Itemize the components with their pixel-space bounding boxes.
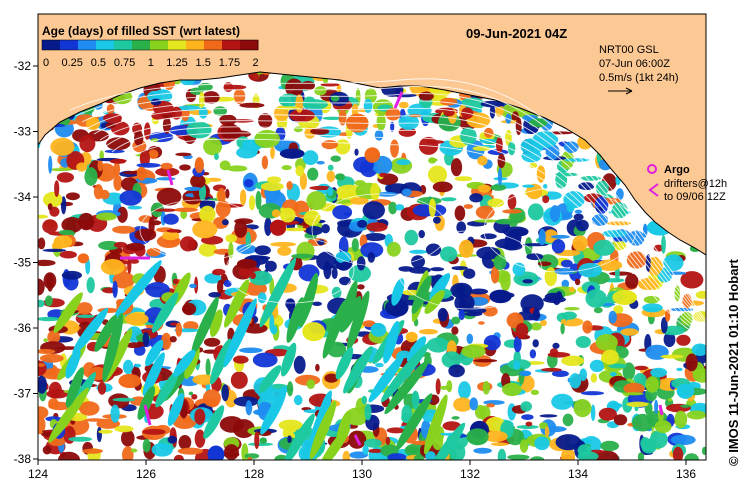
y-tick-label: -33 bbox=[14, 125, 32, 139]
currents-info: NRT00 GSL 07-Jun 06:00Z 0.5m/s (1kt 24h) bbox=[599, 44, 678, 95]
argo-legend: Argo drifters@12h to 09/06 12Z bbox=[647, 164, 727, 203]
land-mass bbox=[38, 14, 706, 256]
y-axis-ticks: -32 -33 -34 -35 -36 -37 -38 bbox=[14, 59, 38, 466]
colorbar-segment bbox=[168, 40, 187, 50]
plot-area bbox=[38, 14, 706, 460]
current-contours bbox=[69, 78, 706, 342]
colorbar-segment bbox=[60, 40, 79, 50]
argo-label: Argo bbox=[664, 164, 690, 176]
map-title: 09-Jun-2021 04Z bbox=[466, 26, 567, 41]
currents-scale: 0.5m/s (1kt 24h) bbox=[599, 72, 678, 84]
x-tick-label: 128 bbox=[244, 467, 264, 481]
y-tick-label: -35 bbox=[14, 256, 32, 270]
x-tick-label: 126 bbox=[136, 467, 156, 481]
legend-tick-label: 1.5 bbox=[196, 57, 211, 69]
colorbar-segment bbox=[132, 40, 151, 50]
x-tick-label: 136 bbox=[676, 467, 696, 481]
legend-tick-label: 1.75 bbox=[219, 57, 240, 69]
drifter-marker-icon bbox=[648, 183, 659, 197]
legend-tick-label: 0.5 bbox=[91, 57, 106, 69]
legend-tick-labels: 0 0.25 0.5 0.75 1 1.25 1.5 1.75 2 bbox=[43, 57, 259, 69]
legend-colorbar bbox=[41, 39, 259, 51]
y-tick-label: -36 bbox=[14, 321, 32, 335]
currents-product: NRT00 GSL bbox=[599, 44, 659, 56]
argo-marker-icon bbox=[647, 164, 657, 174]
credit-text: © IMOS 11-Jun-2021 01:10 Hobart bbox=[726, 259, 741, 466]
x-tick-label: 134 bbox=[568, 467, 588, 481]
argo-drifter-tracks bbox=[120, 91, 664, 446]
x-axis-ticks: 124 126 128 130 132 134 136 bbox=[28, 460, 696, 481]
colorbar-segment bbox=[240, 40, 259, 50]
legend-tick-label: 2 bbox=[253, 57, 259, 69]
legend-tick-label: 0.75 bbox=[114, 57, 135, 69]
legend-tick-label: 1 bbox=[148, 57, 154, 69]
colorbar-segment bbox=[42, 40, 61, 50]
colorbar-segment bbox=[78, 40, 97, 50]
y-tick-label: -32 bbox=[14, 59, 32, 73]
y-tick-label: -38 bbox=[14, 452, 32, 466]
colorbar-segment bbox=[222, 40, 241, 50]
y-tick-label: -37 bbox=[14, 387, 32, 401]
drifters-label: drifters@12h bbox=[664, 178, 727, 190]
legend-tick-label: 0 bbox=[43, 57, 49, 69]
legend-tick-label: 1.25 bbox=[166, 57, 187, 69]
colorbar-segment bbox=[114, 40, 133, 50]
x-tick-label: 132 bbox=[460, 467, 480, 481]
legend-tick-label: 0.25 bbox=[61, 57, 82, 69]
x-tick-label: 130 bbox=[352, 467, 372, 481]
colorbar-segment bbox=[186, 40, 205, 50]
drifters-time: to 09/06 12Z bbox=[664, 191, 726, 203]
colorbar-segment bbox=[96, 40, 115, 50]
scale-arrow-icon bbox=[608, 87, 633, 95]
colorbar-segment bbox=[204, 40, 223, 50]
colorbar-segment bbox=[150, 40, 169, 50]
currents-time: 07-Jun 06:00Z bbox=[599, 58, 670, 70]
y-tick-label: -34 bbox=[14, 190, 32, 204]
plot-frame bbox=[37, 13, 707, 461]
x-tick-label: 124 bbox=[28, 467, 48, 481]
legend-title: Age (days) of filled SST (wrt latest) bbox=[42, 24, 240, 38]
